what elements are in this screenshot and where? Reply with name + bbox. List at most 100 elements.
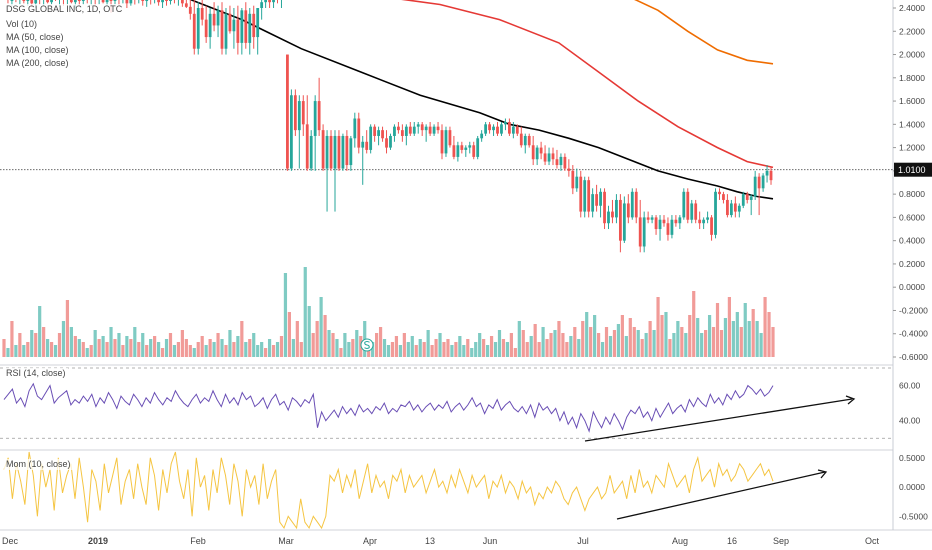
candle-body: [706, 217, 709, 220]
candle-body: [448, 130, 452, 146]
candle-body: [674, 219, 678, 224]
price-tick-label: -0.2000: [899, 305, 928, 315]
price-tick-label: -0.6000: [899, 352, 928, 362]
candle-body: [484, 124, 488, 134]
volume-bar: [767, 312, 771, 357]
candle-body: [464, 147, 468, 150]
volume-bar: [65, 300, 70, 357]
price-tick-label: 0.0000: [899, 282, 925, 292]
volume-bar: [509, 333, 513, 357]
volume-bar: [569, 336, 573, 357]
volume-bar: [176, 342, 181, 357]
candle-body: [353, 118, 357, 139]
volume-bar: [755, 321, 759, 357]
legend-ma100[interactable]: MA (100, close): [4, 45, 71, 56]
volume-bar: [474, 342, 478, 357]
candle-body: [611, 211, 614, 218]
candle-body: [555, 159, 559, 166]
volume-bar: [129, 339, 133, 357]
volume-bar: [85, 348, 89, 357]
volume-bar: [14, 345, 18, 357]
candle-body: [236, 19, 240, 43]
volume-bar: [93, 330, 97, 357]
volume-bar: [125, 336, 129, 357]
volume-bar: [454, 342, 458, 357]
arrow-head-icon: [845, 395, 856, 405]
candle-body: [444, 130, 448, 154]
momentum-trendline[interactable]: [616, 471, 826, 520]
volume-bar: [371, 342, 375, 357]
volume-bar: [422, 342, 426, 357]
volume-bar: [533, 324, 537, 357]
candle-body: [563, 156, 567, 169]
volume-bar: [109, 327, 113, 357]
volume-bar: [489, 336, 494, 357]
legend-vol[interactable]: Vol (10): [4, 19, 40, 30]
volume-bar: [73, 336, 77, 357]
volume-bar: [414, 345, 418, 357]
candle-body: [34, 0, 38, 4]
candle-body: [293, 95, 297, 131]
volume-bar: [339, 348, 343, 357]
candle-body: [690, 203, 694, 220]
volume-bar: [180, 330, 184, 357]
volume-bar: [375, 333, 379, 357]
volume-bar: [418, 339, 422, 357]
legend-main[interactable]: DSG GLOBAL INC, 1D, OTC: [4, 4, 125, 15]
legend-mom[interactable]: Mom (10, close): [4, 459, 73, 470]
candle-body: [141, 0, 145, 2]
candle-body: [268, 0, 271, 3]
candle-body: [272, 0, 275, 3]
rsi-trendline[interactable]: [584, 398, 853, 442]
candle-body: [317, 101, 321, 131]
volume-bar: [692, 291, 696, 357]
price-tick-label: 2.2000: [899, 26, 925, 36]
candle-body: [646, 217, 650, 220]
volume-bar: [632, 327, 636, 357]
volume-bar: [192, 348, 196, 357]
rsi-tick-label: 60.00: [899, 381, 921, 391]
volume-bar: [553, 330, 557, 357]
volume-bar: [593, 315, 597, 357]
ma200-line: [634, 0, 774, 65]
legend-ma50[interactable]: MA (50, close): [4, 32, 66, 43]
candle-body: [286, 54, 289, 169]
rsi-line: [3, 382, 774, 433]
volume-bar: [656, 297, 660, 357]
candle-body: [228, 13, 232, 32]
volume-bar: [244, 342, 248, 357]
price-tick-label: 0.8000: [899, 189, 925, 199]
volume-bar: [402, 333, 406, 357]
price-tick-label: 1.2000: [899, 143, 925, 153]
candle-body: [630, 191, 634, 218]
candle-body: [468, 145, 472, 148]
candle-body: [527, 135, 531, 146]
volume-bar: [279, 336, 284, 357]
candle-body: [109, 0, 113, 2]
volume-bar: [97, 339, 101, 357]
volume-bar: [184, 339, 188, 357]
legend-ma200[interactable]: MA (200, close): [4, 58, 71, 69]
volume-bar: [57, 333, 62, 357]
volume-bar: [42, 327, 46, 357]
candle-body: [73, 0, 77, 3]
volume-bar: [160, 348, 165, 357]
volume-bar: [287, 312, 292, 357]
candle-body: [496, 126, 499, 134]
volume-bar: [117, 333, 121, 357]
volume-bar: [406, 342, 410, 357]
volume-bar: [6, 348, 10, 357]
volume-bar: [386, 345, 391, 357]
arrow-head-icon: [817, 469, 828, 479]
candle-body: [26, 0, 30, 2]
legend-rsi[interactable]: RSI (14, close): [4, 368, 68, 379]
candle-body: [583, 180, 587, 212]
volume-bar: [545, 339, 549, 357]
candle-body: [535, 147, 539, 160]
candle-body: [722, 194, 725, 200]
candle-body: [658, 219, 662, 230]
axes-layer: 2.4000 2.2000 2.0000 1.8000 1.6000 1.4000 1.20…: [2, 3, 932, 546]
volume-bar: [291, 339, 295, 357]
event-layer[interactable]: [360, 338, 374, 352]
candle-body: [511, 126, 515, 134]
